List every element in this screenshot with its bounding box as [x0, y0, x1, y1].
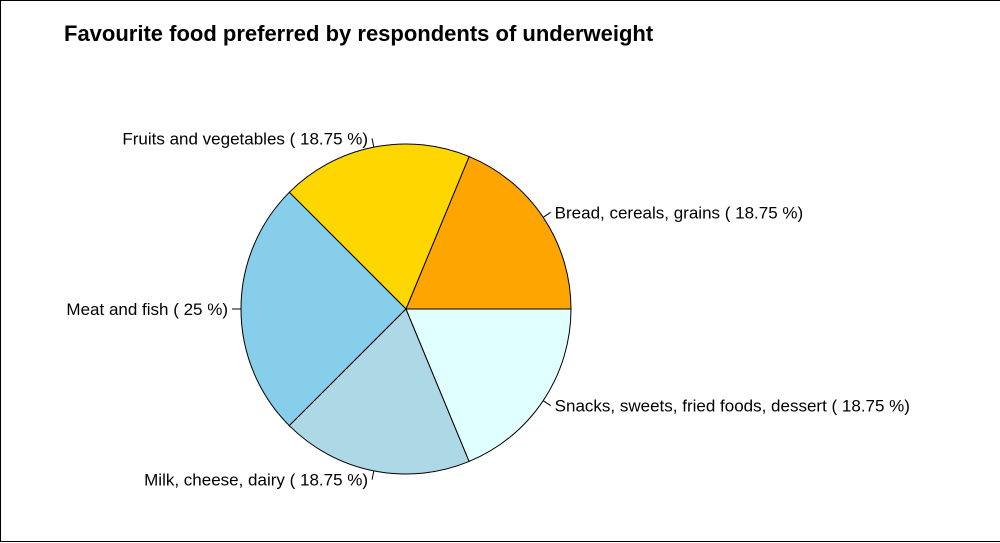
label-tick-fruits-and-vegetables [371, 138, 375, 148]
label-tick-snacks-sweets-fried-foods-dessert [542, 400, 551, 407]
slice-label-milk-cheese-dairy: Milk, cheese, dairy ( 18.75 %) [144, 471, 368, 490]
pie-slices [240, 143, 572, 475]
slice-label-meat-and-fish: Meat and fish ( 25 %) [66, 300, 228, 319]
slice-label-fruits-and-vegetables: Fruits and vegetables ( 18.75 %) [122, 129, 368, 148]
slice-label-bread-cereals-grains: Bread, cereals, grains ( 18.75 %) [555, 203, 804, 222]
pie-slice-fruits-and-vegetables [288, 143, 470, 310]
label-tick-bread-cereals-grains [542, 211, 551, 218]
pie-slice-milk-cheese-dairy [288, 308, 470, 475]
pie-slice-bread-cereals-grains [405, 155, 572, 310]
slice-label-snacks-sweets-fried-foods-dessert: Snacks, sweets, fried foods, dessert ( 1… [555, 397, 910, 416]
chart-title: Favourite food preferred by respondents … [64, 21, 654, 46]
pie-slice-snacks-sweets-fried-foods-dessert [405, 308, 572, 463]
label-tick-milk-cheese-dairy [371, 470, 375, 480]
pie-labels: Bread, cereals, grains ( 18.75 %) Fruits … [66, 129, 910, 489]
pie-slice-meat-and-fish [240, 191, 407, 427]
